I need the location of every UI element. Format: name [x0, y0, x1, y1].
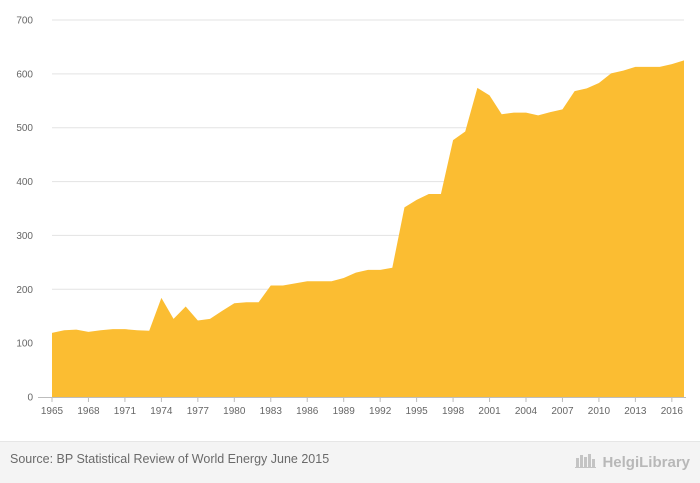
y-tick-label: 300	[16, 231, 33, 242]
x-tick-label: 2007	[551, 406, 574, 417]
x-tick-label: 1986	[296, 406, 319, 417]
x-tick-label: 1998	[442, 406, 465, 417]
y-tick-label: 600	[16, 69, 33, 80]
footer: Source: BP Statistical Review of World E…	[0, 441, 700, 483]
axes	[38, 397, 686, 402]
area-series-fill	[52, 60, 684, 397]
x-tick-label: 2001	[478, 406, 501, 417]
x-tick-label: 2016	[661, 406, 684, 417]
source-note: Source: BP Statistical Review of World E…	[10, 452, 330, 466]
x-tick-label: 2013	[624, 406, 647, 417]
x-tick-label: 1989	[333, 406, 356, 417]
y-tick-label: 500	[16, 123, 33, 134]
x-tick-label: 2010	[588, 406, 611, 417]
x-axis-labels: 1965 1968 1971 1974 1977 1980 1983 1986 1989 1992…	[41, 406, 684, 417]
x-tick-label: 1971	[114, 406, 137, 417]
y-tick-label: 100	[16, 339, 33, 350]
x-tick-label: 1977	[187, 406, 210, 417]
x-tick-label: 1983	[260, 406, 283, 417]
gridlines	[52, 19, 684, 344]
y-tick-label: 200	[16, 285, 33, 296]
y-tick-label: 0	[27, 393, 33, 404]
x-tick-label: 1995	[405, 406, 428, 417]
x-tick-label: 1965	[41, 406, 64, 417]
y-tick-label: 400	[16, 177, 33, 188]
y-axis-labels: 0 100 200 300 400 500 600 700	[16, 16, 33, 404]
x-tick-label: 1968	[77, 406, 100, 417]
x-tick-label: 2004	[515, 406, 538, 417]
x-tick-label: 1980	[223, 406, 246, 417]
brand-logo: HelgiLibrary	[575, 452, 690, 472]
area-series	[52, 60, 684, 397]
library-icon	[575, 452, 597, 472]
y-tick-label: 700	[16, 16, 33, 27]
x-tick-label: 1992	[369, 406, 392, 417]
brand-name: HelgiLibrary	[602, 453, 690, 471]
x-tick-label: 1974	[150, 406, 173, 417]
